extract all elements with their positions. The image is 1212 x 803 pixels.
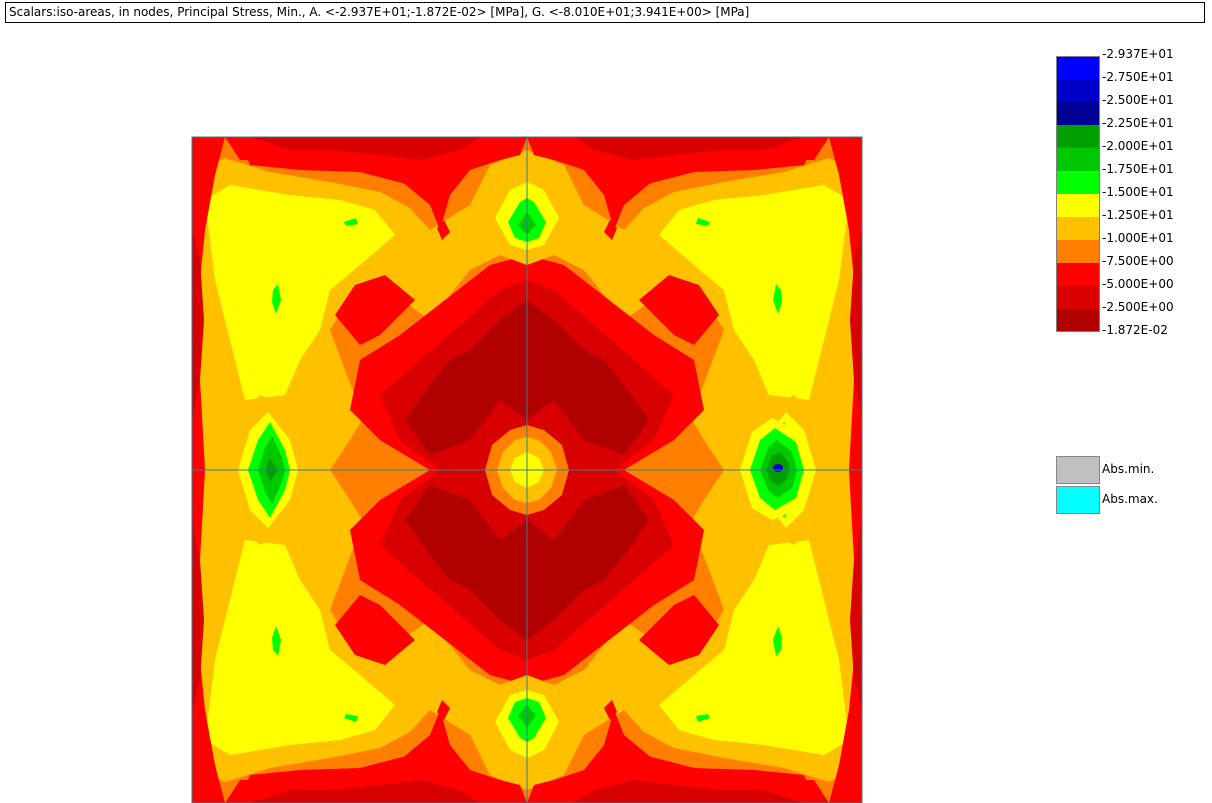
- abs-min-swatch: [1056, 456, 1100, 484]
- legend-color-9: [1056, 263, 1100, 286]
- legend-label-6: -1.500E+01: [1102, 185, 1174, 199]
- legend-color-4: [1056, 148, 1100, 171]
- legend-color-3: [1056, 125, 1100, 148]
- legend-label-3: -2.250E+01: [1102, 116, 1174, 130]
- contour-hotspot-right: [740, 418, 812, 520]
- abs-min-label: Abs.min.: [1102, 462, 1155, 476]
- legend-label-10: -5.000E+00: [1102, 277, 1174, 291]
- legend-color-8: [1056, 240, 1100, 263]
- legend-frame: [1056, 56, 1100, 332]
- legend-color-1: [1056, 79, 1100, 102]
- legend-label-8: -1.000E+01: [1102, 231, 1174, 245]
- legend-color-5: [1056, 171, 1100, 194]
- legend-label-9: -7.500E+00: [1102, 254, 1174, 268]
- legend-label-4: -2.000E+01: [1102, 139, 1174, 153]
- legend-color-2: [1056, 102, 1100, 125]
- legend-color-7: [1056, 217, 1100, 240]
- legend-label-12: -1.872E-02: [1102, 323, 1168, 337]
- abs-max-label: Abs.max.: [1102, 492, 1158, 506]
- legend-color-11: [1056, 309, 1100, 332]
- legend-label-2: -2.500E+01: [1102, 93, 1174, 107]
- result-title-bar: Scalars:iso-areas, in nodes, Principal S…: [5, 2, 1205, 23]
- legend-label-0: -2.937E+01: [1102, 47, 1174, 61]
- legend-color-0: [1056, 56, 1100, 79]
- legend-label-11: -2.500E+00: [1102, 300, 1174, 314]
- legend-color-6: [1056, 194, 1100, 217]
- legend-label-1: -2.750E+01: [1102, 70, 1174, 84]
- legend-color-10: [1056, 286, 1100, 309]
- legend-label-5: -1.750E+01: [1102, 162, 1174, 176]
- legend-label-7: -1.250E+01: [1102, 208, 1174, 222]
- result-title-text: Scalars:iso-areas, in nodes, Principal S…: [9, 5, 750, 19]
- abs-max-swatch: [1056, 486, 1100, 514]
